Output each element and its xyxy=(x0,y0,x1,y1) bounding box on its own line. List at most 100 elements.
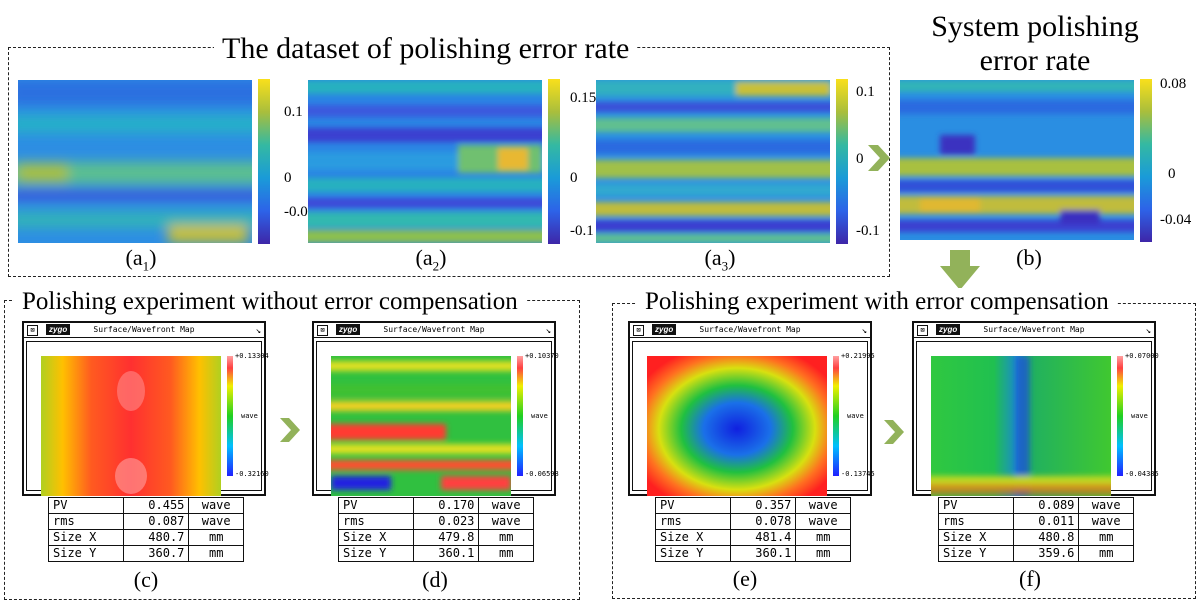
zygo-logo: zygo xyxy=(46,324,71,335)
stat-unit: mm xyxy=(478,545,534,562)
close-box-icon[interactable]: ⊠ xyxy=(917,325,928,336)
stats-row: Size Y 360.7 mm xyxy=(47,545,244,562)
zygo-window-title: Surface/Wavefront Map xyxy=(983,325,1085,334)
stat-name: Size Y xyxy=(937,545,1015,562)
wavefront-map xyxy=(331,356,511,496)
colorbar-b xyxy=(1140,79,1152,242)
colorbar-a2 xyxy=(548,79,560,244)
stats-row: Size X 480.7 mm xyxy=(47,529,244,546)
label-b: (b) xyxy=(1016,245,1042,270)
zygo-logo: zygo xyxy=(936,324,961,335)
colorbar-a1-tick-zero: 0 xyxy=(284,170,292,186)
label-a1: (a1) xyxy=(125,245,157,274)
colorbar-a1 xyxy=(258,79,270,244)
stats-row: rms 0.087 wave xyxy=(47,513,244,530)
stats-row: Size Y 360.1 mm xyxy=(337,545,534,562)
zygo-colorbar-unit: wave xyxy=(531,412,548,420)
stats-row: Size Y 359.6 mm xyxy=(937,545,1134,562)
zygo-window-title: Surface/Wavefront Map xyxy=(383,325,485,334)
stat-name: Size X xyxy=(337,529,415,546)
stats-row: rms 0.023 wave xyxy=(337,513,534,530)
dataset-title: The dataset of polishing error rate xyxy=(214,32,638,66)
stat-name: PV xyxy=(654,497,732,514)
stat-unit: mm xyxy=(1078,545,1134,562)
zygo-window-title: Surface/Wavefront Map xyxy=(699,325,801,334)
colorbar-b-tick-low: -0.04 xyxy=(1160,212,1192,228)
stat-unit: mm xyxy=(795,545,851,562)
resize-icon[interactable]: ↘ xyxy=(545,326,551,336)
resize-icon[interactable]: ↘ xyxy=(1145,326,1151,336)
without-compensation-title: Polishing experiment without error compe… xyxy=(14,288,526,316)
zygo-colorbar-min: -0.32160 xyxy=(235,470,269,478)
stat-unit: wave xyxy=(1078,513,1134,530)
stat-name: Size X xyxy=(47,529,125,546)
stat-unit: wave xyxy=(795,513,851,530)
system-title: System polishing error rate xyxy=(905,10,1165,78)
stats-table-c: PV 0.455 wave rms 0.087 wave Size X 480.7 mm Size… xyxy=(47,497,244,562)
stats-table-e: PV 0.357 wave rms 0.078 wave Size X 481.4 mm Size… xyxy=(654,497,851,562)
stats-row: PV 0.357 wave xyxy=(654,497,851,514)
stats-table-f: PV 0.089 wave rms 0.011 wave Size X 480.8 mm Size… xyxy=(937,497,1134,562)
zygo-window-f: ⊠ zygo Surface/Wavefront Map ↘ +0.07000 wave -… xyxy=(912,321,1159,496)
close-box-icon[interactable]: ⊠ xyxy=(633,325,644,336)
zygo-colorbar-max: +0.07000 xyxy=(1125,352,1159,360)
stat-name: rms xyxy=(47,513,125,530)
zygo-plot-area: +0.21995 wave -0.13745 xyxy=(632,341,875,496)
system-title-line2: error rate xyxy=(979,44,1091,77)
colorbar-a2-tick-low: -0.1 xyxy=(570,223,594,239)
zygo-colorbar-unit: wave xyxy=(847,412,864,420)
stats-row: Size Y 360.1 mm xyxy=(654,545,851,562)
close-box-icon[interactable]: ⊠ xyxy=(317,325,328,336)
stat-name: rms xyxy=(337,513,415,530)
colorbar-b-tick-high: 0.08 xyxy=(1160,76,1187,92)
stat-unit: wave xyxy=(188,513,244,530)
resize-icon[interactable]: ↘ xyxy=(255,326,261,336)
stat-unit: mm xyxy=(478,529,534,546)
colorbar-a3-tick-low: -0.1 xyxy=(856,223,880,239)
zygo-logo: zygo xyxy=(652,324,677,335)
stat-value: 480.8 xyxy=(1013,529,1080,546)
stat-name: Size Y xyxy=(654,545,732,562)
wavefront-map xyxy=(647,356,827,496)
wavefront-map xyxy=(931,356,1111,496)
heatmap-a3 xyxy=(596,80,830,243)
zygo-colorbar-min: -0.06598 xyxy=(525,470,559,478)
stat-name: Size X xyxy=(654,529,732,546)
colorbar-a2-tick-zero: 0 xyxy=(570,170,578,186)
zygo-colorbar-max: +0.13304 xyxy=(235,352,269,360)
stat-value: 360.1 xyxy=(730,545,797,562)
stat-unit: mm xyxy=(795,529,851,546)
stat-value: 0.455 xyxy=(123,497,190,514)
stat-unit: mm xyxy=(188,545,244,562)
stat-value: 481.4 xyxy=(730,529,797,546)
colorbar-a1-tick-high: 0.1 xyxy=(284,104,303,120)
stat-unit: mm xyxy=(1078,529,1134,546)
zygo-window-c: ⊠ zygo Surface/Wavefront Map ↘ +0.13304 wave -… xyxy=(22,321,269,496)
zygo-colorbar-min: -0.04385 xyxy=(1125,470,1159,478)
stat-value: 360.1 xyxy=(413,545,480,562)
heatmap-a2 xyxy=(308,80,542,243)
stat-value: 0.357 xyxy=(730,497,797,514)
stats-row: PV 0.455 wave xyxy=(47,497,244,514)
colorbar-b-tick-zero: 0 xyxy=(1168,166,1176,182)
colorbar-a3-tick-zero: 0 xyxy=(856,151,864,167)
stat-name: rms xyxy=(937,513,1015,530)
zygo-logo: zygo xyxy=(336,324,361,335)
arrow-down-icon xyxy=(940,250,980,290)
close-box-icon[interactable]: ⊠ xyxy=(27,325,38,336)
stat-name: PV xyxy=(937,497,1015,514)
stat-unit: wave xyxy=(188,497,244,514)
stat-value: 0.089 xyxy=(1013,497,1080,514)
stat-name: Size X xyxy=(937,529,1015,546)
zygo-titlebar: ⊠ zygo Surface/Wavefront Map ↘ xyxy=(24,323,264,338)
stat-value: 359.6 xyxy=(1013,545,1080,562)
system-title-line1: System polishing xyxy=(931,10,1139,43)
zygo-colorbar-max: +0.21995 xyxy=(841,352,875,360)
stats-table-d: PV 0.170 wave rms 0.023 wave Size X 479.8 mm Size… xyxy=(337,497,534,562)
stat-value: 480.7 xyxy=(123,529,190,546)
resize-icon[interactable]: ↘ xyxy=(861,326,867,336)
arrow-right-icon xyxy=(868,145,890,171)
stats-row: rms 0.078 wave xyxy=(654,513,851,530)
zygo-plot-area: +0.10370 wave -0.06598 xyxy=(316,341,559,496)
stat-name: PV xyxy=(337,497,415,514)
